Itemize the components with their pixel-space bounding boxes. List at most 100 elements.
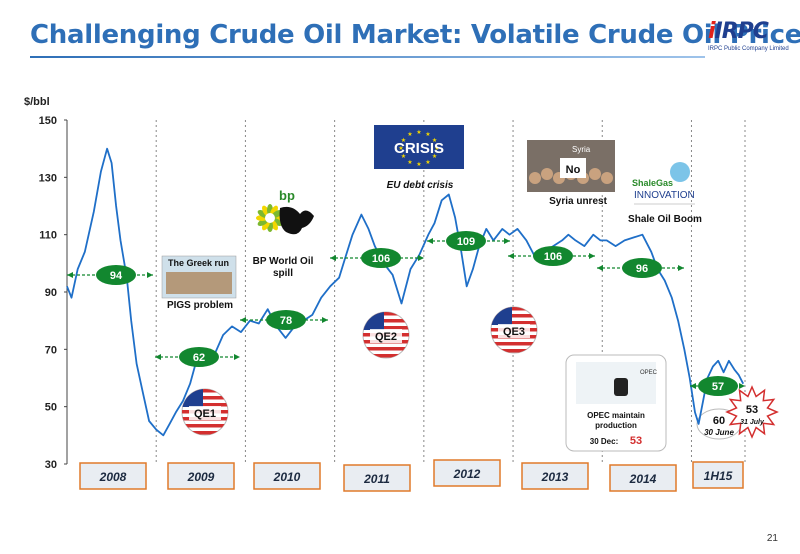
- flag-stripe: [182, 396, 228, 400]
- crisis-image: [374, 125, 464, 169]
- y-tick-label: 130: [39, 172, 57, 184]
- protest-sign: [560, 158, 586, 178]
- period-bubble: 109: [427, 231, 510, 251]
- period-bubbles: 94 62 78 106 109 106 96 57: [67, 231, 745, 396]
- y-axis: $/bbl 30 50 70 90 110 130 150: [24, 96, 68, 471]
- period-arrow-right: [678, 265, 684, 271]
- oil-barrel: [614, 378, 628, 396]
- oil-splash: [279, 206, 314, 235]
- flag-stripe: [363, 347, 409, 351]
- crisis-label: CRISIS: [394, 140, 444, 157]
- bp-label-line1: BP World Oil: [253, 256, 314, 267]
- eu-star-icon: ★: [407, 131, 412, 138]
- period-bubble: 106: [330, 248, 424, 268]
- year-label-box: 2012: [433, 459, 501, 487]
- period-bubble: 57: [690, 376, 745, 396]
- y-tick-label: 90: [45, 287, 57, 299]
- year-box: [167, 462, 235, 490]
- period-bubble-label: 106: [372, 253, 390, 265]
- y-tick-label: 110: [39, 230, 57, 242]
- flag-stripe: [182, 389, 228, 393]
- flag-canton: [491, 307, 512, 325]
- protester-head: [601, 172, 613, 184]
- opec-line1: OPEC maintain: [587, 411, 645, 420]
- period-arrow-right: [322, 317, 328, 323]
- low-value: 60: [713, 415, 725, 427]
- qe1-flag: QE1: [181, 388, 229, 436]
- low-date: 30 June: [704, 428, 734, 437]
- flag-label-bg: [370, 329, 402, 343]
- company-logo: iIRPC IRPC Public Company Limited: [708, 20, 789, 64]
- flag-stripe: [182, 424, 228, 428]
- year-label: 1H15: [704, 469, 733, 483]
- period-arrow-left: [427, 238, 433, 244]
- period-bubble: 94: [67, 265, 153, 285]
- flag-stripe: [491, 349, 537, 353]
- eu-star-icon: ★: [432, 153, 437, 160]
- flag-label-bg: [498, 324, 530, 338]
- bp-label-line2: spill: [273, 268, 293, 279]
- period-bubble: 62: [155, 347, 240, 367]
- year-label: 2009: [187, 470, 215, 484]
- bp-logo-text: bp: [279, 188, 295, 203]
- year-label: 2008: [99, 470, 127, 484]
- period-bubble-shape: [533, 246, 573, 266]
- period-arrow-left: [155, 354, 161, 360]
- period-bubble-shape: [179, 347, 219, 367]
- qe3-flag: QE3: [490, 306, 538, 354]
- year-box: [692, 461, 744, 489]
- period-arrow-right: [418, 255, 424, 261]
- year-box: [343, 464, 411, 492]
- eu-star-icon: ★: [407, 159, 412, 166]
- flag-stripe: [363, 354, 409, 358]
- qe-label: QE2: [375, 331, 397, 343]
- greek-run-label: The Greek run: [168, 258, 229, 268]
- period-bubble-label: 62: [193, 352, 205, 364]
- page-number: 21: [766, 533, 778, 544]
- period-arrow-left: [240, 317, 246, 323]
- year-box: [609, 464, 677, 492]
- flag-stripe: [363, 326, 409, 330]
- protester-head: [529, 172, 541, 184]
- shale-label: Shale Oil Boom: [628, 214, 702, 225]
- period-arrow-right: [147, 272, 153, 278]
- flag-stripe: [491, 314, 537, 318]
- flag-canton: [363, 312, 384, 330]
- bp-center: [265, 213, 275, 223]
- flag-stripe: [491, 342, 537, 346]
- year-label: 2011: [363, 472, 390, 486]
- period-bubble-shape: [698, 376, 738, 396]
- period-arrow-left: [690, 383, 696, 389]
- y-tick-label: 150: [39, 115, 57, 127]
- year-label-box: 2008: [79, 462, 147, 490]
- period-arrow-left: [67, 272, 73, 278]
- flag-label-bg: [189, 406, 221, 420]
- opec-tag: OPEC: [640, 370, 658, 376]
- period-bubble-shape: [446, 231, 486, 251]
- year-label-box: 1H15: [692, 461, 744, 489]
- y-tick-label: 50: [45, 402, 57, 414]
- y-axis-label: $/bbl: [24, 96, 50, 108]
- burst-value: 53: [746, 404, 758, 416]
- protest-sign-text: No: [566, 164, 581, 176]
- period-bubble-label: 106: [544, 251, 562, 263]
- flag-stripe: [491, 321, 537, 325]
- eu-star-icon: ★: [416, 161, 421, 168]
- syria-label: Syria unrest: [549, 196, 607, 207]
- title-underline: [30, 56, 705, 58]
- period-bubble-label: 96: [636, 263, 648, 275]
- chart-annotations: The Greek run PIGS problem bp BP World Oils…: [161, 125, 779, 452]
- year-box: [433, 459, 501, 487]
- burst-callout: 53 31 July: [725, 385, 779, 439]
- year-label-box: 2009: [167, 462, 235, 490]
- year-label: 2010: [273, 470, 301, 484]
- period-bubble-label: 94: [110, 270, 123, 282]
- period-bubble-label: 109: [457, 236, 475, 248]
- period-arrow-left: [597, 265, 603, 271]
- year-label-box: 2011: [343, 464, 411, 492]
- period-bubble-label: 57: [712, 381, 724, 393]
- price-line: [66, 147, 745, 437]
